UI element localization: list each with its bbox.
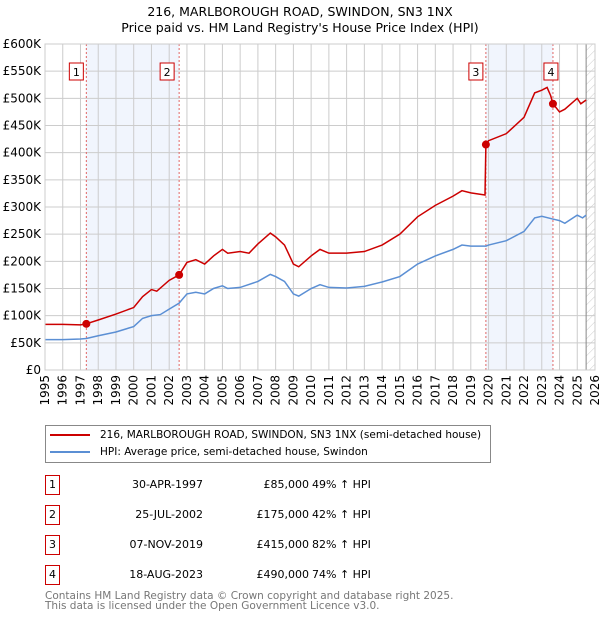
legend-label: 216, MARLBOROUGH ROAD, SWINDON, SN3 1NX … xyxy=(100,429,482,441)
x-tick-label: 2006 xyxy=(233,375,247,406)
x-tick-label: 2020 xyxy=(482,375,496,406)
x-tick-label: 2024 xyxy=(553,375,567,406)
footer-copyright: Contains HM Land Registry data © Crown c… xyxy=(45,590,454,602)
footer-licence: This data is licensed under the Open Gov… xyxy=(45,600,380,612)
transaction-price: £85,000 xyxy=(263,478,310,491)
sale-label-box xyxy=(68,62,84,81)
chart-subtitle: Price paid vs. HM Land Registry's House … xyxy=(121,20,479,35)
transaction-date: 30-APR-1997 xyxy=(131,478,203,491)
transaction-row: 2 25-JUL-2002 £175,000 42% ↑ HPI xyxy=(45,505,465,525)
x-tick-label: 1995 xyxy=(38,375,52,406)
x-tick-label: 2007 xyxy=(251,375,265,406)
sale-label: 3 xyxy=(472,66,479,79)
x-tick-label: 1999 xyxy=(109,375,123,406)
x-tick-label: 2017 xyxy=(428,375,442,406)
y-tick-label: £0 xyxy=(26,363,41,377)
transaction-hpi-change: 42% ↑ HPI xyxy=(312,508,371,521)
y-tick-label: £500K xyxy=(3,91,43,105)
y-tick-label: £600K xyxy=(3,37,43,51)
legend-item-property: 216, MARLBOROUGH ROAD, SWINDON, SN3 1NX … xyxy=(50,429,481,441)
x-tick-label: 2019 xyxy=(464,375,478,406)
chart-title: 216, MARLBOROUGH ROAD, SWINDON, SN3 1NX xyxy=(147,4,453,19)
sale-label-box xyxy=(543,62,559,81)
x-tick-label: 2008 xyxy=(269,375,283,406)
x-tick-label: 2012 xyxy=(340,375,354,406)
x-tick-label: 2025 xyxy=(570,375,584,406)
transaction-date: 18-AUG-2023 xyxy=(129,568,203,581)
sale-label: 4 xyxy=(547,66,554,79)
transaction-price: £415,000 xyxy=(256,538,310,551)
sale-label: 1 xyxy=(73,66,80,79)
transaction-hpi-change: 49% ↑ HPI xyxy=(312,478,371,491)
sale-point xyxy=(175,270,184,279)
transaction-date: 25-JUL-2002 xyxy=(135,508,203,521)
transaction-number-badge: 4 xyxy=(45,565,60,585)
sale-point xyxy=(548,99,557,108)
y-tick-label: £100K xyxy=(3,309,43,323)
x-tick-label: 1997 xyxy=(73,375,87,406)
transaction-price: £490,000 xyxy=(256,568,310,581)
price-chart: £0 £50K £100K £150K £200K £250K £300K £350K £400… xyxy=(3,37,600,406)
transaction-number-badge: 3 xyxy=(45,535,60,555)
transaction-number-badge: 1 xyxy=(45,475,60,495)
sale-label-box xyxy=(159,62,175,81)
y-tick-label: £550K xyxy=(3,64,43,78)
x-tick-label: 2004 xyxy=(198,375,212,406)
x-tick-label: 2018 xyxy=(446,375,460,406)
transaction-row: 3 07-NOV-2019 £415,000 82% ↑ HPI xyxy=(45,535,465,555)
sale-point xyxy=(481,140,490,149)
legend-label: HPI: Average price, semi-detached house,… xyxy=(100,446,368,458)
transaction-date: 07-NOV-2019 xyxy=(129,538,203,551)
x-tick-label: 2023 xyxy=(535,375,549,406)
y-tick-label: £200K xyxy=(3,254,43,268)
x-tick-label: 2021 xyxy=(499,375,513,406)
y-tick-label: £350K xyxy=(3,173,43,187)
y-tick-label: £300K xyxy=(3,200,43,214)
x-tick-label: 2002 xyxy=(162,375,176,406)
plot-frame xyxy=(44,43,596,371)
x-tick-label: 2026 xyxy=(588,375,600,406)
x-tick-label: 2000 xyxy=(127,375,141,406)
transaction-hpi-change: 82% ↑ HPI xyxy=(312,538,371,551)
x-tick-label: 2011 xyxy=(322,375,336,406)
x-tick-label: 1998 xyxy=(91,375,105,406)
sale-point xyxy=(82,319,91,328)
legend: 216, MARLBOROUGH ROAD, SWINDON, SN3 1NX … xyxy=(45,425,491,463)
transaction-number-badge: 2 xyxy=(45,505,60,525)
y-tick-label: £250K xyxy=(3,227,43,241)
legend-swatch-red xyxy=(50,434,90,436)
y-tick-label: £50K xyxy=(10,336,42,350)
transaction-row: 1 30-APR-1997 £85,000 49% ↑ HPI xyxy=(45,475,465,495)
x-tick-label: 2016 xyxy=(411,375,425,406)
transaction-row: 4 18-AUG-2023 £490,000 74% ↑ HPI xyxy=(45,565,465,585)
transaction-hpi-change: 74% ↑ HPI xyxy=(312,568,371,581)
x-tick-label: 2010 xyxy=(304,375,318,406)
y-tick-label: £150K xyxy=(3,282,43,296)
legend-swatch-blue xyxy=(50,451,90,453)
property-price-line xyxy=(45,86,587,326)
x-tick-label: 2013 xyxy=(357,375,371,406)
x-tick-label: 2005 xyxy=(215,375,229,406)
x-tick-label: 2022 xyxy=(517,375,531,406)
legend-item-hpi: HPI: Average price, semi-detached house,… xyxy=(50,446,368,458)
x-tick-label: 2009 xyxy=(286,375,300,406)
transaction-price: £175,000 xyxy=(256,508,310,521)
y-tick-label: £400K xyxy=(3,146,43,160)
x-tick-label: 2001 xyxy=(144,375,158,406)
x-tick-label: 2003 xyxy=(180,375,194,406)
y-tick-label: £450K xyxy=(3,119,43,133)
x-tick-label: 1996 xyxy=(56,375,70,406)
x-tick-label: 2015 xyxy=(393,375,407,406)
hpi-line xyxy=(45,214,587,341)
x-tick-label: 2014 xyxy=(375,375,389,406)
sale-label-box xyxy=(468,62,484,81)
sale-label: 2 xyxy=(164,66,171,79)
